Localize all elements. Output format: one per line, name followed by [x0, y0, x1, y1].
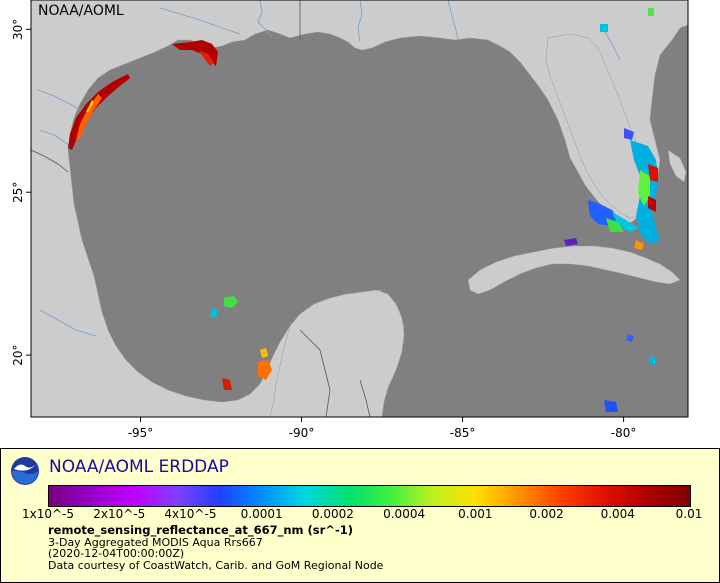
- data-caribbean-cyan: [650, 356, 656, 366]
- data-florida-shelf-green: [606, 218, 624, 232]
- rivers: [37, 0, 621, 337]
- river-texas-2: [39, 129, 71, 147]
- x-tick-label: -90°: [289, 426, 315, 440]
- colorbar-label: 1x10^-5: [21, 507, 75, 521]
- dataset-time: (2020-12-04T00:00:00Z): [48, 547, 185, 560]
- florida-peninsula: [545, 33, 653, 219]
- x-axis: -95° -90° -85° -80°: [128, 417, 637, 440]
- data-campeche-yellow: [260, 348, 268, 358]
- data-keys-orange: [634, 240, 644, 250]
- variable-name: remote_sensing_reflectance_at_667_nm (sr…: [48, 523, 353, 537]
- data-texas-coast: [68, 74, 130, 150]
- data-florida-shelf-cyan: [612, 212, 638, 232]
- dataset-name: 3-Day Aggregated MODIS Aqua Rrs667: [48, 535, 263, 549]
- legend-panel: NOAA/AOML ERDDAP 1x10^-5 2x10^-5 4x10^-5 0.…: [0, 448, 720, 583]
- data-ne-green: [648, 8, 654, 16]
- colorbar-label: 4x10^-5: [164, 507, 217, 521]
- map-canvas: -95° -90° -85° -80° 30° 25° 20°: [11, 0, 689, 440]
- colorbar-label: 0.0002: [311, 507, 354, 521]
- data-texas-coast-orange: [76, 94, 102, 140]
- land-masses: [30, 0, 689, 418]
- river-florida-1: [603, 29, 621, 61]
- river-mexico: [39, 309, 97, 337]
- data-campeche-red: [222, 378, 232, 390]
- yucatan-peninsula: [269, 289, 405, 418]
- colorbar-labels: 1x10^-5 2x10^-5 4x10^-5 0.0001 0.0002 0.0004 0…: [1, 507, 719, 523]
- noaa-logo-icon: [11, 457, 39, 485]
- river-red: [159, 7, 241, 35]
- y-tick-label: 30°: [11, 19, 25, 40]
- data-campeche-green: [224, 296, 238, 308]
- river-texas-1: [37, 89, 85, 113]
- reflectance-data-overlay: [68, 8, 660, 412]
- legend-title: NOAA/AOML ERDDAP: [49, 457, 229, 477]
- x-tick-label: -80°: [611, 426, 637, 440]
- borders: [30, 0, 371, 418]
- data-caribbean-blue: [604, 400, 618, 412]
- colorbar-label: 0.0001: [240, 507, 283, 521]
- data-credit: Data courtesy of CoastWatch, Carib. and …: [48, 558, 384, 572]
- data-florida-east-red-2: [648, 196, 656, 212]
- plot-frame: [30, 0, 689, 418]
- x-tick-label: -85°: [450, 426, 476, 440]
- river-apalachicola: [447, 0, 459, 41]
- cuba: [467, 245, 681, 295]
- data-florida-blue-top: [624, 128, 634, 140]
- colorbar: [48, 485, 691, 507]
- colorbar-label: 0.004: [600, 507, 635, 521]
- data-florida-shelf-blue: [588, 200, 620, 226]
- dataset-metadata: remote_sensing_reflectance_at_667_nm (sr…: [48, 523, 384, 572]
- border-us-mexico: [30, 149, 69, 173]
- y-axis: 30° 25° 20°: [11, 19, 31, 366]
- river-mississippi: [257, 0, 273, 39]
- river-mobile: [357, 0, 363, 43]
- colorbar-label: 2x10^-5: [93, 507, 146, 521]
- bahamas: [667, 149, 687, 183]
- data-campeche-orange: [258, 360, 272, 380]
- colorbar-label: 0.002: [529, 507, 564, 521]
- x-tick-label: -95°: [128, 426, 154, 440]
- data-florida-east-red: [648, 164, 658, 182]
- data-louisiana-coast-2: [198, 50, 214, 66]
- y-tick-label: 20°: [11, 344, 25, 365]
- data-texas-coast-yellow: [86, 100, 94, 112]
- border-belize: [359, 379, 371, 418]
- data-louisiana-coast: [172, 40, 218, 66]
- data-florida-east-green: [638, 170, 650, 206]
- map-watermark: NOAA/AOML: [38, 3, 124, 19]
- y-tick-label: 25°: [11, 182, 25, 203]
- data-caribbean-blue-2: [626, 334, 634, 342]
- colorbar-label: 0.001: [458, 507, 493, 521]
- colorbar-label: 0.01: [675, 507, 703, 521]
- data-campeche-cyan: [210, 308, 218, 318]
- colorbar-label: 0.0004: [383, 507, 426, 521]
- map-panel: -95° -90° -85° -80° 30° 25° 20° NOAA/AOML: [11, 0, 689, 440]
- data-keys-purple: [564, 238, 578, 246]
- border-mexico-guatemala: [299, 329, 331, 418]
- data-ne-cyan: [600, 24, 608, 32]
